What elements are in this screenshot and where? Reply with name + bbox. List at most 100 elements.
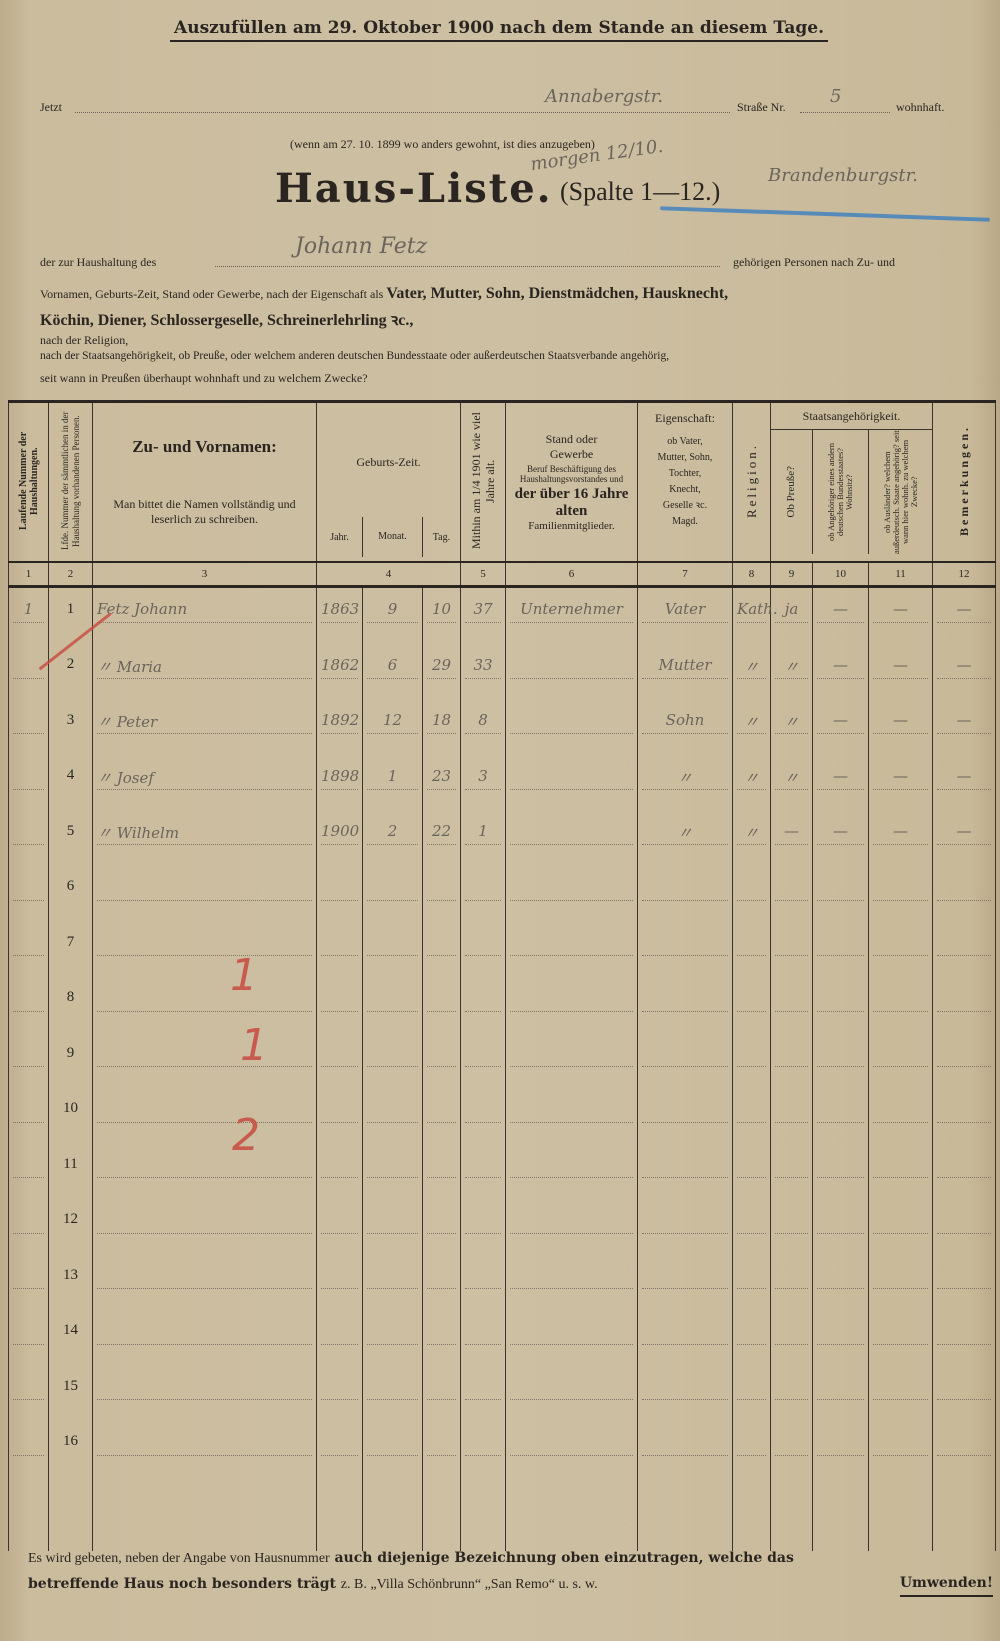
cell-rel-value <box>737 1433 766 1456</box>
cell-eig-value: Mutter <box>642 656 728 679</box>
cell-c10-value <box>817 1377 864 1401</box>
cell-hh-value <box>13 878 44 901</box>
cell-eig-value: 〃 <box>642 767 728 790</box>
cell-alter: 37 <box>460 586 506 644</box>
cell-tag <box>422 1032 461 1088</box>
cell-eig <box>637 865 733 921</box>
cell-c12-value <box>937 1155 991 1179</box>
cell-c10-value <box>817 1433 864 1456</box>
column-number: 5 <box>460 561 506 588</box>
cell-c10 <box>812 1420 869 1476</box>
cell-c10 <box>812 1032 869 1088</box>
cell-stand <box>505 921 638 977</box>
cell-preusse <box>770 1143 813 1199</box>
cell-name-value <box>97 1322 312 1345</box>
cell-name <box>92 865 317 921</box>
cell-eig <box>637 1309 733 1365</box>
cell-name-value: 〃 Peter <box>97 711 312 735</box>
cell-hh-value <box>13 1100 44 1123</box>
cell-rel-value: 〃 <box>737 822 766 846</box>
table-row: 8 <box>8 976 996 1032</box>
column-number: 7 <box>637 561 733 588</box>
cell-name <box>92 1254 317 1310</box>
cell-tag: 29 <box>422 643 461 699</box>
cell-tag-value <box>427 1211 456 1234</box>
cell-hh <box>8 921 49 977</box>
cell-alter <box>460 1032 506 1088</box>
cell-rel <box>732 1254 771 1310</box>
cell-jahr-value: 1898 <box>321 767 359 790</box>
cell-name <box>92 1087 317 1143</box>
cell-name-value <box>97 1433 312 1456</box>
cell-stand-value <box>510 1377 633 1401</box>
cell-name-value <box>97 1044 312 1068</box>
cell-c12-value <box>937 1100 991 1123</box>
cell-alter <box>460 865 506 921</box>
cell-alter-value <box>465 878 501 901</box>
previous-street-handwritten: Brandenburgstr. <box>768 165 918 186</box>
cell-tag-value <box>427 1377 456 1401</box>
column-number: 9 <box>770 561 813 588</box>
header-religion: Religion. <box>732 400 771 562</box>
household-head-field: Johann Fetz <box>215 234 720 267</box>
cell-alter: 33 <box>460 643 506 699</box>
cell-preusse <box>770 921 813 977</box>
cell-alter-value: 3 <box>465 767 501 790</box>
cell-alter-value <box>465 1044 501 1068</box>
cell-nr-value: 1 <box>66 600 75 617</box>
cell-c12-value <box>937 1266 991 1290</box>
cell-nr: 7 <box>48 921 93 977</box>
cell-nr-value: 14 <box>63 1322 78 1339</box>
cell-c11: — <box>868 699 933 755</box>
cell-hh: 1 <box>8 586 49 644</box>
cell-hh <box>8 1087 49 1143</box>
cell-monat: 9 <box>362 586 423 644</box>
cell-preusse <box>770 1198 813 1254</box>
cell-name-value <box>97 1100 312 1123</box>
cell-rel <box>732 1032 771 1088</box>
cell-rel <box>732 1365 771 1421</box>
cell-preusse-value <box>775 1211 808 1234</box>
cell-tag-value <box>427 1044 456 1068</box>
header-c11-text: ob Ausländer? welchem außerdeutsch. Staa… <box>881 430 919 554</box>
cell-rel <box>732 1087 771 1143</box>
cell-c12: — <box>932 810 996 866</box>
cell-alter: 1 <box>460 810 506 866</box>
cell-monat-value: 2 <box>367 822 418 846</box>
cell-hh-value <box>13 822 44 846</box>
cell-c12 <box>932 1032 996 1088</box>
cell-c10-value <box>817 1211 864 1234</box>
table-row: 10 <box>8 1087 996 1143</box>
house-number-field: 5 <box>800 86 890 113</box>
cell-alter: 3 <box>460 754 506 810</box>
cell-eig <box>637 1365 733 1421</box>
cell-eig <box>637 1254 733 1310</box>
para-line-4: nach der Staatsangehörigkeit, ob Preuße,… <box>40 350 670 362</box>
cell-c11 <box>868 921 933 977</box>
cell-c12: — <box>932 699 996 755</box>
header-row: Laufende Nummer der Haushaltungen. Lfde.… <box>8 400 996 562</box>
cell-c10-value: — <box>817 711 864 735</box>
cell-rel: 〃 <box>732 754 771 810</box>
cell-eig-value <box>642 1322 728 1345</box>
cell-stand-value <box>510 1322 633 1345</box>
header-person-nummer: Lfde. Nummer der sämmtlichen in der Haus… <box>48 400 93 562</box>
cell-c10-value <box>817 1266 864 1290</box>
cell-monat-value <box>367 1377 418 1401</box>
cell-hh-value <box>13 1322 44 1345</box>
cell-eig-value: 〃 <box>642 822 728 846</box>
cell-name <box>92 1420 317 1476</box>
cell-monat <box>362 1254 423 1310</box>
cell-c11 <box>868 1365 933 1421</box>
cell-c11-value <box>873 1155 928 1179</box>
cell-jahr <box>316 921 363 977</box>
cell-preusse <box>770 976 813 1032</box>
cell-jahr-value: 1892 <box>321 711 359 735</box>
cell-preusse: ja <box>770 586 813 644</box>
header-c6-note: Beruf Beschäftigung des Haushaltungsvors… <box>519 464 624 484</box>
cell-nr: 11 <box>48 1143 93 1199</box>
cell-c12 <box>932 976 996 1032</box>
cell-monat <box>362 1420 423 1476</box>
para-line-1-text: Vornamen, Geburts-Zeit, Stand oder Gewer… <box>40 287 384 301</box>
cell-name: 〃 Peter <box>92 699 317 755</box>
